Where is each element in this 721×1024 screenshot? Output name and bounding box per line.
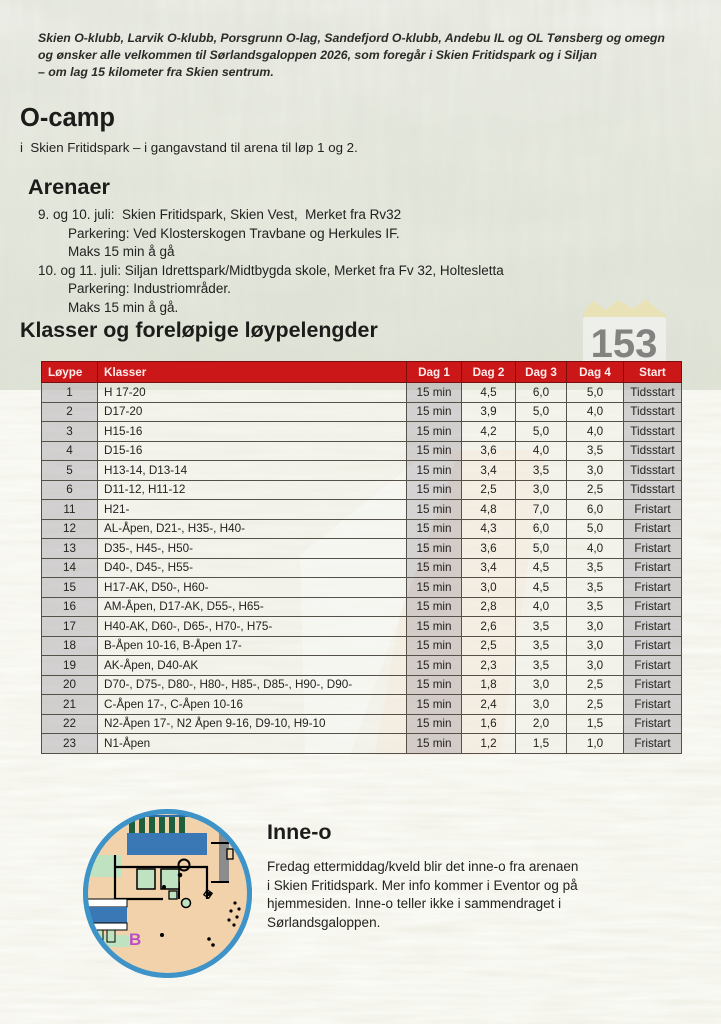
svg-text:153: 153 <box>591 322 658 366</box>
svg-text:B: B <box>129 930 141 949</box>
